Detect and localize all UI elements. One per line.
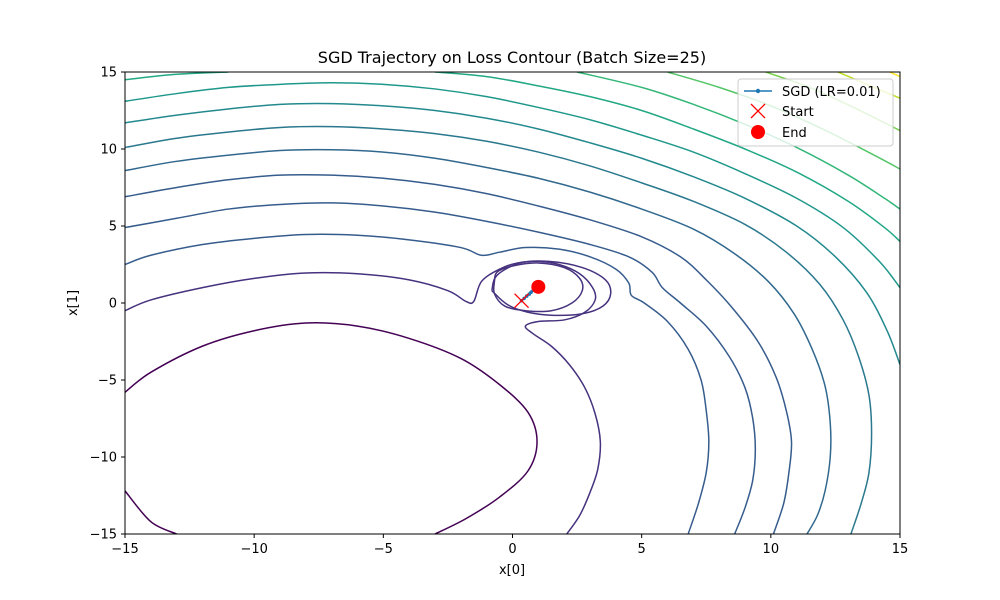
start-marker <box>514 293 530 309</box>
contour-line-8 <box>125 148 832 534</box>
contour-lines <box>125 72 900 534</box>
end-marker <box>531 279 546 294</box>
chart-title: SGD Trajectory on Loss Contour (Batch Si… <box>318 48 706 67</box>
contour-line-9 <box>125 125 873 534</box>
y-tick-label: −15 <box>90 528 117 543</box>
contour-line-4 <box>491 260 612 317</box>
x-axis-label: x[0] <box>499 563 525 578</box>
sgd-trajectory <box>514 279 546 309</box>
y-axis-label: x[1] <box>66 290 81 316</box>
legend-sgd-marker <box>755 88 761 94</box>
contour-line-1 <box>125 490 177 534</box>
legend-item-end: End <box>751 125 807 141</box>
legend: SGD (LR=0.01) Start End <box>737 78 894 147</box>
contour-line-11 <box>125 82 900 289</box>
y-axis-ticks: −15 −10 −5 0 5 10 15 <box>90 66 125 543</box>
legend-start-label: Start <box>782 105 814 120</box>
y-tick-label: −10 <box>90 451 117 466</box>
legend-sgd-label: SGD (LR=0.01) <box>782 85 881 100</box>
legend-end-label: End <box>782 126 807 141</box>
contour-line-2 <box>125 260 602 534</box>
contour-line-18 <box>889 72 900 78</box>
y-tick-label: 10 <box>100 143 117 158</box>
legend-item-start: Start <box>750 103 814 120</box>
contour-line-0 <box>125 322 538 534</box>
legend-item-sgd: SGD (LR=0.01) <box>744 85 881 100</box>
x-tick-label: 15 <box>892 542 909 557</box>
x-tick-label: −15 <box>111 542 138 557</box>
contour-line-6 <box>125 202 757 534</box>
y-tick-label: 5 <box>109 220 117 235</box>
y-tick-label: −5 <box>98 374 117 389</box>
x-axis-ticks: −15 −10 −5 0 5 10 15 <box>111 534 908 557</box>
x-tick-label: −10 <box>240 542 267 557</box>
x-tick-label: 0 <box>508 542 516 557</box>
legend-box <box>737 78 894 147</box>
contour-line-10 <box>125 102 900 365</box>
legend-end-marker <box>751 125 765 139</box>
contour-line-12 <box>125 72 229 81</box>
contour-line-7 <box>125 173 793 534</box>
x-tick-label: 10 <box>763 542 780 557</box>
contour-line-5 <box>125 233 710 534</box>
y-tick-label: 0 <box>109 297 117 312</box>
x-tick-label: −5 <box>374 542 393 557</box>
y-tick-label: 15 <box>100 66 117 81</box>
contour-line-13 <box>434 72 900 242</box>
x-tick-label: 5 <box>638 542 646 557</box>
